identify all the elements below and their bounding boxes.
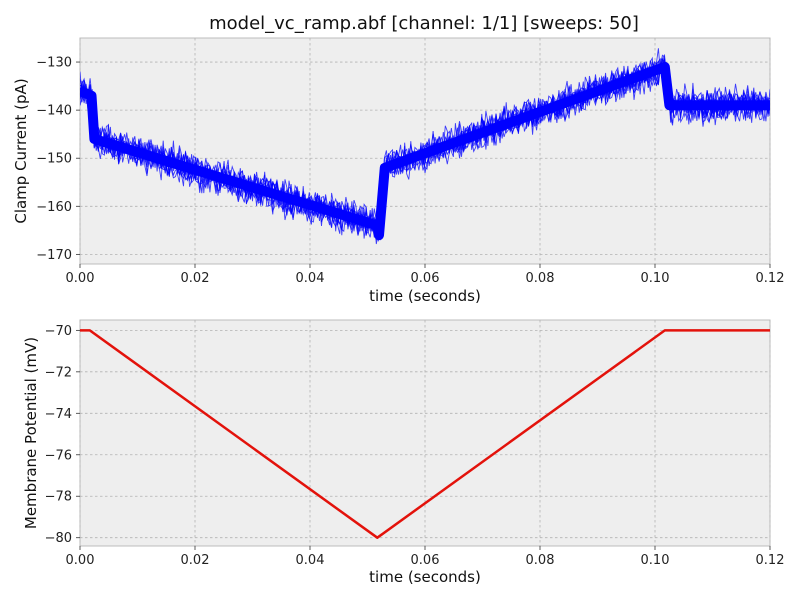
membrane-potential-panel: 0.00 0.02 0.04 0.06 0.08 0.10 0.12 −70 −72 −74 −76…: [22, 319, 785, 586]
y-tick-label: −130: [36, 56, 72, 71]
y-tick-label: −160: [36, 200, 72, 215]
x-tick-label: 0.06: [411, 271, 440, 286]
voltage-trace: [80, 329, 770, 539]
y-tick-label: −76: [45, 448, 72, 463]
current-trace-band: [80, 61, 770, 241]
y-tick-label: −72: [45, 365, 72, 380]
y-tick-label: −150: [36, 152, 72, 167]
x-tick-label: 0.04: [296, 553, 325, 568]
y-tick-label: −74: [45, 407, 72, 422]
x-tick-label: 0.08: [526, 271, 555, 286]
series-traces: [80, 329, 770, 539]
x-tick-label: 0.00: [66, 271, 95, 286]
x-tick-label: 0.10: [641, 271, 670, 286]
plot-area: [79, 319, 771, 547]
x-tick-label: 0.08: [526, 553, 555, 568]
x-tick-label: 0.12: [756, 553, 785, 568]
y-tick-label: −170: [36, 248, 72, 263]
x-tick-label: 0.00: [66, 553, 95, 568]
y-tick-label: −70: [45, 324, 72, 339]
x-tick-label: 0.06: [411, 553, 440, 568]
x-axis-label: time (seconds): [369, 568, 481, 586]
x-tick-label: 0.04: [296, 271, 325, 286]
x-tick-label: 0.12: [756, 271, 785, 286]
y-tick-label: −140: [36, 104, 72, 119]
x-axis-label: time (seconds): [369, 287, 481, 305]
x-tick-label: 0.02: [181, 271, 210, 286]
y-axis-label: Clamp Current (pA): [12, 78, 30, 223]
series-traces: [80, 48, 770, 245]
y-tick-label: −78: [45, 490, 72, 505]
x-tick-label: 0.10: [641, 553, 670, 568]
chart-title: model_vc_ramp.abf [channel: 1/1] [sweeps…: [209, 13, 639, 34]
y-tick-label: −80: [45, 531, 72, 546]
x-tick-label: 0.02: [181, 553, 210, 568]
y-axis-label: Membrane Potential (mV): [22, 337, 40, 529]
clamp-current-panel: 0.00 0.02 0.04 0.06 0.08 0.10 0.12 −130 −140 −150…: [12, 37, 785, 305]
